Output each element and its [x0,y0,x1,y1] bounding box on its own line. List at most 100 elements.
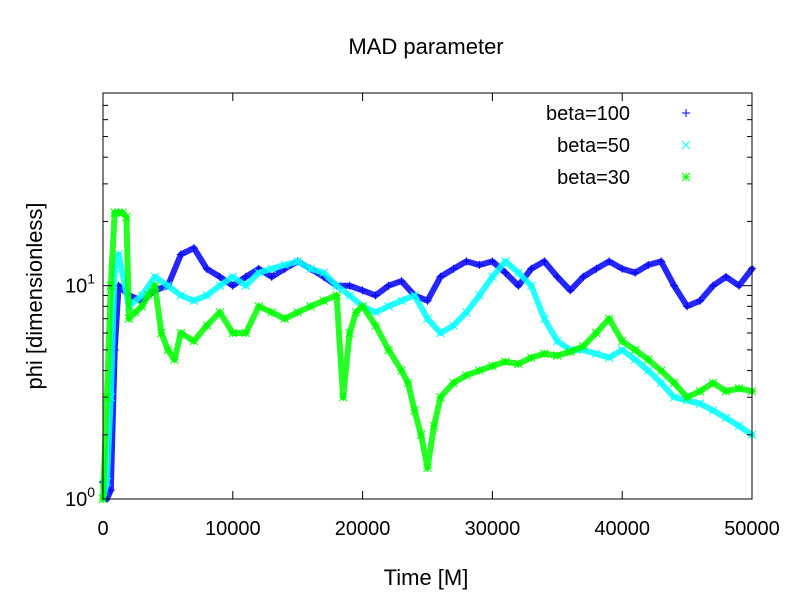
data-point [449,378,458,388]
data-point [475,366,484,375]
data-point [176,328,186,338]
data-point [630,345,640,355]
data-point [669,392,679,402]
data-point [228,281,237,290]
x-tick-label: 20000 [335,518,391,540]
data-point [462,370,471,380]
data-point [488,272,497,282]
data-point [436,328,445,338]
data-point [656,366,666,375]
data-point [630,355,640,364]
series-beta-30 [98,208,757,504]
data-point [189,336,199,346]
data-point [708,378,718,388]
x-tick-label: 0 [97,518,108,540]
legend-marker [681,140,691,150]
data-point [254,301,264,311]
data-point [722,272,731,281]
data-point [241,272,250,281]
data-point [106,486,115,495]
data-point [539,349,549,359]
data-point [617,345,627,355]
data-point [462,307,471,317]
data-point [202,321,212,330]
data-point [293,307,303,317]
data-point [669,378,679,388]
data-point [241,281,251,291]
data-point [488,361,497,371]
data-point [345,281,354,290]
data-point [358,301,367,311]
data-point [163,281,173,291]
data-point [397,277,406,286]
y-tick-label: 100 [65,484,95,511]
x-tick-label: 10000 [205,518,261,540]
legend: beta=100 beta=50 beta=30 [546,103,691,189]
data-point [605,257,614,266]
data-point [643,366,653,375]
data-point [539,314,549,324]
data-point [670,281,679,290]
data-point [566,286,575,295]
data-point [416,430,426,440]
data-point [144,291,153,300]
data-point [176,250,185,259]
x-tick-label: 40000 [594,518,650,540]
data-point [591,349,601,359]
data-point [332,291,341,300]
data-point [449,321,458,330]
data-point [526,281,536,291]
data-point [403,378,413,388]
data-point [475,260,484,269]
legend-marker [681,172,691,182]
data-point [631,268,640,277]
data-point [709,281,718,290]
data-point [319,268,329,278]
data-point [423,463,432,473]
data-point [267,272,276,281]
y-axis-ticks: 100 101 [65,104,752,511]
data-point [384,345,393,355]
data-point [695,386,705,396]
data-point [540,257,549,266]
data-point [228,328,238,338]
data-point [114,250,123,259]
data-point [345,291,354,300]
data-point [293,257,303,266]
legend-label: beta=30 [557,167,630,189]
data-point [617,336,627,346]
data-point [708,406,718,415]
data-point [514,268,523,278]
data-point [176,291,186,300]
data-point [410,406,419,415]
data-point [656,378,666,388]
data-point [552,336,562,346]
data-point [592,264,601,273]
data-point [215,272,224,281]
data-point [241,328,251,338]
data-point [643,355,653,364]
data-point [682,392,692,402]
data-point [578,341,588,351]
data-point [306,301,316,311]
data-point [501,257,510,266]
y-axis-label: phi [dimensionless] [22,202,47,389]
data-point [358,286,367,295]
data-point [526,353,536,362]
y-tick-label: 101 [65,271,95,298]
data-point [565,347,575,357]
data-point [462,257,471,266]
data-point [721,413,731,423]
data-point [122,212,131,222]
data-point [734,421,744,431]
data-point [189,296,199,306]
data-point [157,328,166,338]
data-point [150,281,160,291]
data-point [228,272,238,282]
data-point [488,257,497,266]
series-beta-100 [99,244,756,503]
data-point [604,353,614,362]
legend-label: beta=100 [546,103,630,125]
data-point [170,355,179,364]
data-point [734,384,744,393]
